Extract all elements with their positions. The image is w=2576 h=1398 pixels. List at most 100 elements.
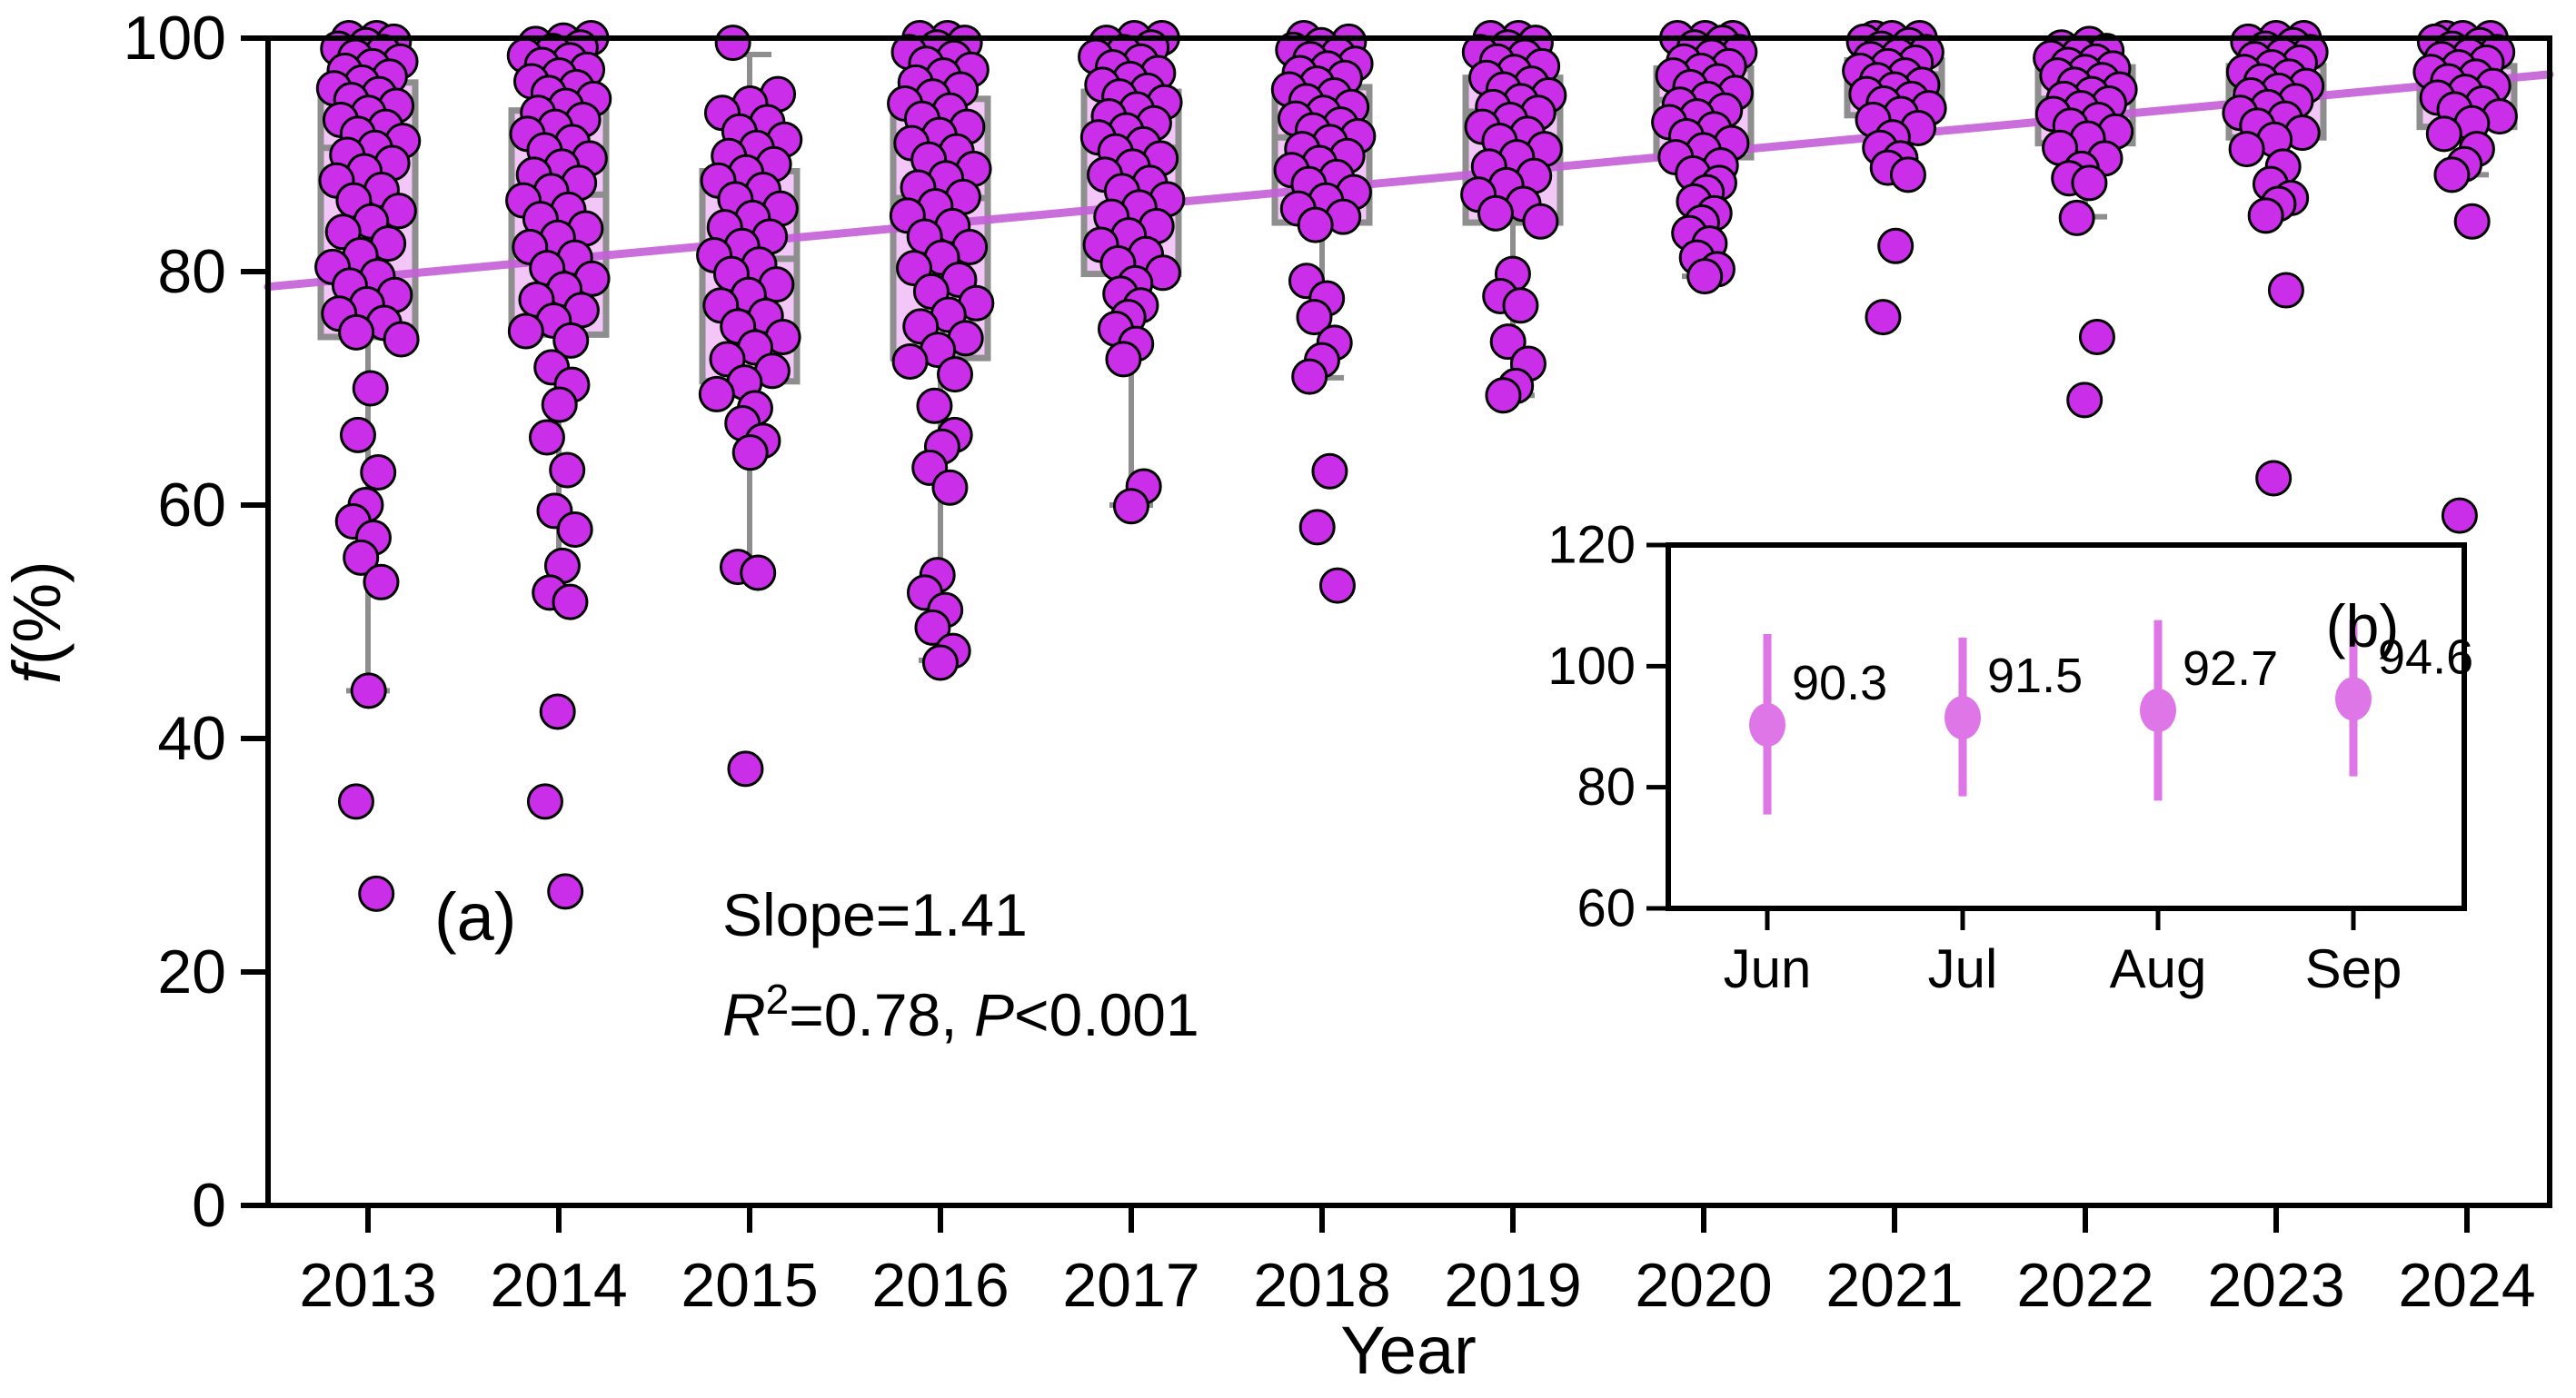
data-point (1105, 341, 1142, 378)
data-point (363, 563, 400, 600)
data-point (731, 434, 769, 471)
x-tick-label: 2016 (871, 1251, 1009, 1320)
data-point (337, 783, 374, 820)
inset-frame (1666, 542, 2467, 911)
data-point (2267, 272, 2304, 309)
data-point (1889, 156, 1926, 193)
data-point (914, 609, 951, 646)
x-tick-label: 2018 (1253, 1251, 1390, 1320)
y-tick-label: 20 (157, 937, 226, 1006)
data-point (549, 451, 586, 489)
x-tick-label: 2024 (2398, 1251, 2535, 1320)
data-point (698, 375, 735, 412)
annotation-slope: Slope=1.41 (722, 881, 1028, 948)
scatter-2019 (1460, 20, 1567, 414)
data-point (358, 875, 395, 912)
data-point (343, 539, 380, 576)
trend-line (264, 70, 2554, 292)
data-point (1522, 203, 1559, 240)
data-point (1298, 509, 1336, 546)
inset-x-tick-label: Aug (2110, 938, 2207, 999)
scatter-2022 (2033, 25, 2138, 419)
panel-a-label: (a) (434, 879, 516, 955)
data-point (350, 672, 387, 709)
data-point (552, 322, 590, 359)
data-point (1296, 299, 1333, 336)
x-tick-label: 2015 (681, 1251, 818, 1320)
data-point (339, 416, 376, 453)
data-point (552, 583, 589, 620)
scatter-2016 (887, 20, 995, 681)
data-point (714, 25, 751, 62)
inset-y-tick-label: 60 (1576, 879, 1636, 938)
inset-x-tick-label: Jul (1928, 938, 1998, 999)
x-tick-label: 2020 (1635, 1251, 1772, 1320)
data-point (2071, 164, 2108, 202)
data-point (539, 693, 576, 730)
scatter-2017 (1078, 20, 1186, 525)
data-point (1291, 358, 1328, 395)
data-point (921, 644, 959, 681)
x-axis-title: Year (1340, 1313, 1477, 1388)
data-point (547, 873, 584, 910)
data-point (727, 750, 764, 788)
data-point (507, 312, 544, 350)
inset-y-tick-label: 120 (1547, 516, 1636, 575)
data-point (1485, 377, 1522, 414)
y-tick-label: 60 (157, 471, 226, 540)
data-point (2255, 460, 2293, 497)
data-point (2066, 382, 2104, 419)
data-point (1112, 488, 1149, 525)
inset-value-label: 91.5 (1987, 649, 2083, 703)
scatter-2023 (2222, 20, 2329, 497)
data-point (1318, 567, 1356, 604)
inset-plot-layer: 60 80 100 120 Jun Jul Aug Sep 90.3 91.5 92.7 94.6(b… (1547, 516, 2473, 1000)
x-tick-label: 2017 (1062, 1251, 1199, 1320)
scatter-points-layer (314, 20, 2518, 912)
annotation-r2-p: R2=0.78, P<0.001 (722, 976, 1199, 1048)
inset-y-tick-label: 80 (1576, 758, 1636, 817)
data-point (937, 356, 974, 393)
scatter-2013 (314, 20, 422, 912)
y-tick-label: 100 (124, 4, 226, 73)
x-tick-label: 2013 (299, 1251, 436, 1320)
data-point (2453, 203, 2491, 240)
scatter-2024 (2412, 20, 2518, 534)
x-tick-label: 2023 (2207, 1251, 2344, 1320)
y-axis-title: f(%) (0, 560, 75, 684)
data-point (2247, 197, 2284, 234)
scatter-2015 (696, 25, 803, 788)
x-tick-label: 2019 (1444, 1251, 1581, 1320)
inset-x-tick-label: Sep (2305, 938, 2402, 999)
scatter-2018 (1270, 20, 1377, 604)
data-point (338, 313, 375, 351)
x-tick-label: 2014 (490, 1251, 627, 1320)
inset-x-tick-label: Jun (1724, 938, 1812, 999)
y-tick-label: 0 (192, 1171, 226, 1240)
inset-mean-point (1749, 703, 1785, 747)
inset-y-tick-label: 100 (1547, 637, 1636, 696)
x-tick-label: 2022 (2016, 1251, 2153, 1320)
data-point (2058, 199, 2095, 236)
y-tick-label: 80 (157, 237, 226, 306)
inset-value-label: 92.7 (2183, 641, 2278, 696)
data-point (526, 783, 563, 820)
scatter-2021 (1842, 20, 1947, 336)
y-tick-label: 40 (157, 704, 226, 773)
data-point (916, 387, 953, 424)
data-point (528, 419, 565, 456)
inset-value-label: 90.3 (1792, 656, 1887, 710)
data-point (1297, 206, 1334, 243)
axes-frame-layer: 0 20 40 60 80 100 2013 2014 2015 2016 2017 2018 2019… (124, 4, 2552, 1320)
data-point (556, 511, 593, 548)
data-point (2441, 497, 2478, 534)
inset-value-label: 94.6 (2378, 630, 2473, 684)
panel-b-label: (b) (2326, 592, 2400, 659)
data-point (541, 386, 578, 423)
plot-frame (265, 35, 2552, 1208)
data-point (2078, 318, 2115, 355)
data-point (891, 342, 929, 380)
data-point (1311, 452, 1348, 490)
inset-mean-point (2335, 677, 2372, 721)
